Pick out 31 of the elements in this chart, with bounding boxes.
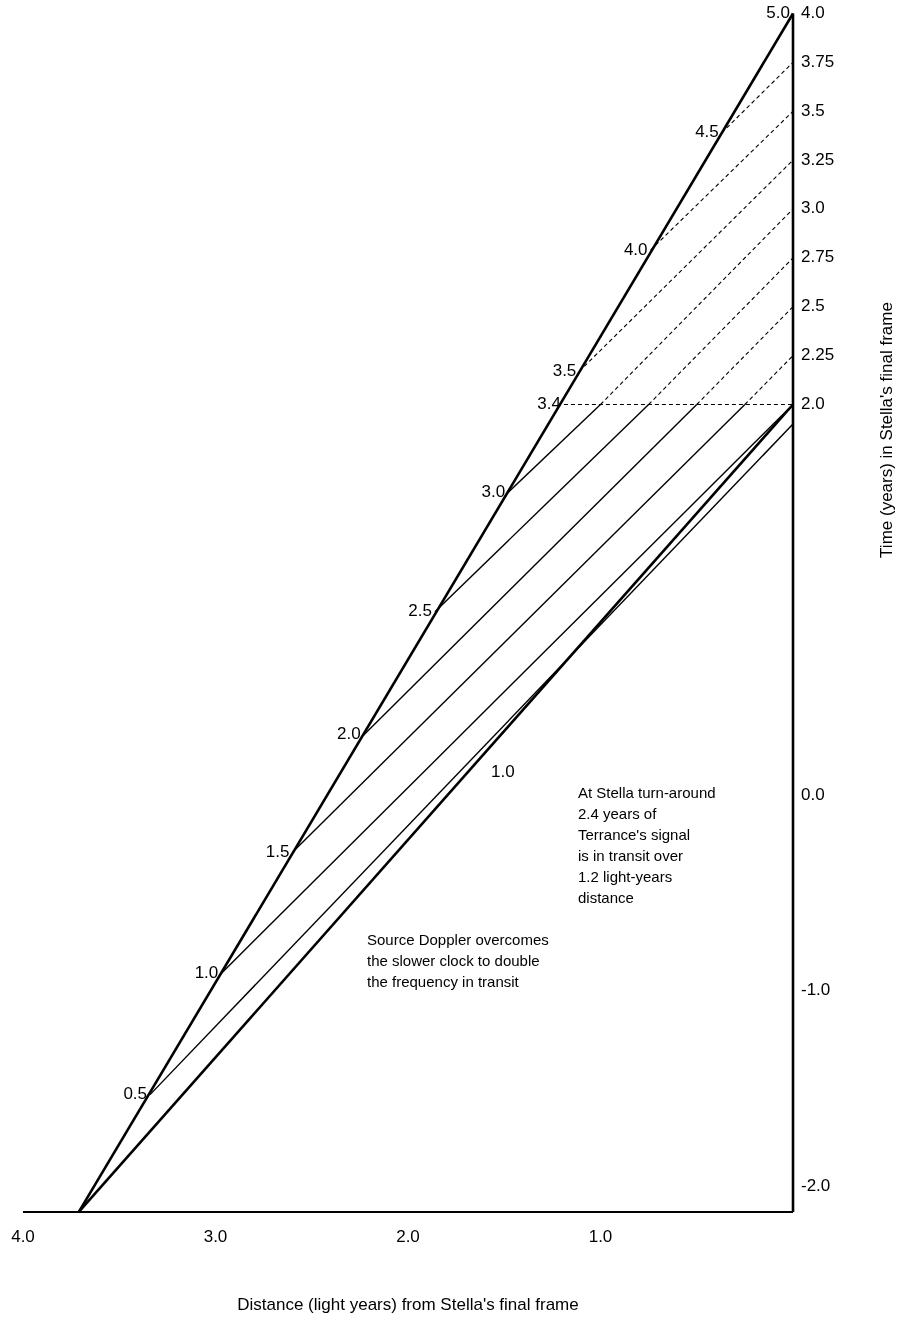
annotation: At Stella turn-around 2.4 years of Terrance's signal is in transit over 1.2 light-years distance (578, 784, 716, 906)
x-axis-title: Distance (light years) from Stella's final frame (237, 1295, 579, 1314)
annotation: 5.0 (766, 2, 790, 22)
y-tick-label: 3.0 (801, 198, 825, 218)
annotation: 1.5 (265, 841, 290, 861)
y-tick-label: 2.0 (801, 393, 825, 413)
x-tick-label: 1.0 (588, 1226, 613, 1246)
y-tick-label: 4.0 (801, 2, 825, 22)
y-tick-label: 2.75 (801, 247, 835, 267)
annotation: 4.0 (623, 239, 648, 259)
y-tick-label: 2.5 (801, 296, 825, 316)
annotation: 2.0 (337, 724, 361, 744)
x-tick-label: 3.0 (203, 1226, 228, 1246)
y-tick-label: 3.25 (801, 149, 835, 169)
x-tick-label: 4.0 (11, 1226, 35, 1246)
annotation: 0.5 (123, 1084, 148, 1104)
annotation: 3.0 (481, 481, 506, 501)
y-tick-label: -2.0 (801, 1175, 831, 1195)
annotation: 2.5 (408, 601, 432, 621)
annotation: Source Doppler overcomes the slower clock to double the frequency in transit (367, 931, 549, 990)
y-tick-label: 2.25 (801, 345, 835, 365)
x-tick-label: 2.0 (396, 1226, 420, 1246)
y-tick-label: 0.0 (801, 784, 825, 804)
y-tick-label: -1.0 (801, 980, 831, 1000)
annotation: 1.0 (194, 962, 219, 982)
y-tick-label: 3.75 (801, 51, 835, 71)
y-axis-title: Time (years) in Stella's final frame (877, 302, 896, 558)
annotation: 1.0 (491, 761, 515, 781)
annotation: 3.5 (552, 360, 577, 380)
y-tick-label: 3.5 (801, 100, 825, 120)
annotation: 4.5 (695, 122, 719, 142)
